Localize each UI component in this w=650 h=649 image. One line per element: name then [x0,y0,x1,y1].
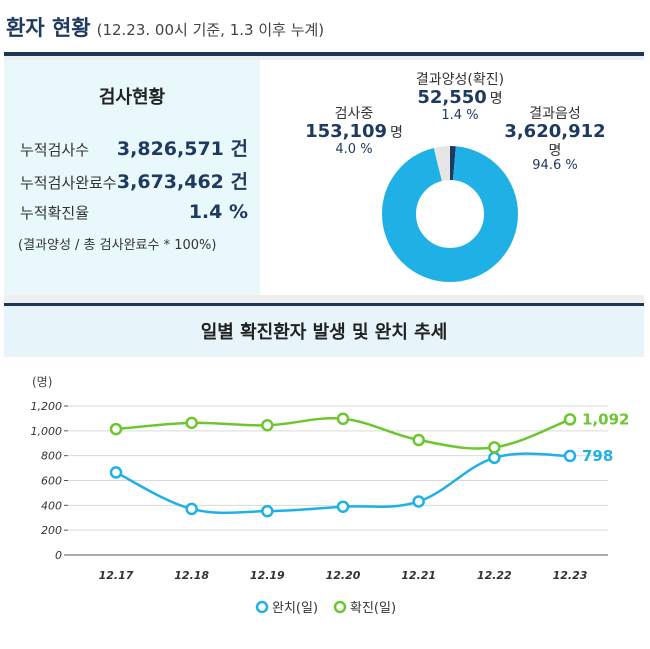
series-1-point-5 [488,441,501,454]
stat-value: 3,673,462 건 [116,171,248,193]
test-result-donut-chart [382,146,518,282]
stat-label: 누적확진율 [20,204,90,222]
series-0-point-2 [261,504,274,518]
series-1-point-6 [563,413,577,426]
donut-label-unit: 명 [489,91,503,108]
donut-label-pending: 검사중 153,109 명 4.0 % [302,106,406,158]
legend-marker-1 [333,600,347,614]
series-0-end-label: 798 [582,447,613,465]
series-1-end-label: 1,092 [582,410,629,428]
page-header: 환자 현황 (12.23. 00시 기준, 1.3 이후 누계) [6,12,324,40]
test-status-panel [4,60,260,295]
donut-label-negative: 결과음성 3,620,912 명 94.6 % [500,106,610,174]
legend-label-1: 확진(일) [350,601,396,616]
series-1-point-3 [336,412,350,426]
donut-label-value: 52,550 [417,87,487,109]
series-0-point-0 [109,466,123,479]
daily-trend-line-chart: (명) 0 200 400 600 800 1,000 1,200 12.17 12.18 12.1… [31,375,630,616]
y-axis-unit-label: (명) [32,375,52,389]
trend-chart-title: 일별 확진환자 발생 및 완치 추세 [200,322,448,343]
y-tick-label: 400 [41,499,62,512]
x-tick-label: 12.20 [326,569,361,582]
legend-marker-0 [255,600,269,614]
positive-rate-formula-note: (결과양성 / 총 검사완료수 * 100%) [18,238,217,253]
series-1-point-4 [412,433,425,447]
stat-value: 1.4 % [188,201,248,223]
donut-slice-2 [382,146,518,282]
stat-row-positive-rate: 누적확진율 1.4 % [20,201,248,223]
y-tick-label: 200 [41,524,62,537]
y-tick-label: 1,200 [31,400,63,413]
series-0-point-6 [563,449,577,463]
stat-label: 누적검사완료수 [20,174,117,192]
page-subtitle: (12.23. 00시 기준, 1.3 이후 누계) [96,21,325,39]
stat-value: 3,826,571 건 [116,138,248,160]
stat-row-completed-tests: 누적검사완료수 3,673,462 건 [20,167,248,194]
y-tick-label: 800 [41,450,62,463]
x-tick-label: 12.18 [174,569,209,582]
donut-label-value: 153,109 [305,121,388,143]
stat-row-total-tests: 누적검사수 3,826,571 건 [20,134,248,161]
series-1-point-0 [109,422,123,436]
donut-label-value: 3,620,912 [504,121,606,143]
donut-label-unit: 명 [390,125,403,142]
x-tick-label: 12.23 [553,569,588,582]
donut-label-percent: 1.4 % [441,107,479,123]
donut-label-name: 결과양성(확진) [415,72,505,88]
series-0-point-5 [488,451,501,465]
y-tick-label: 0 [55,549,62,562]
series-1-point-2 [261,418,274,432]
test-status-title: 검사현황 [98,87,166,108]
header-divider [4,52,644,56]
x-tick-label: 12.22 [477,569,512,582]
page-title: 환자 현황 [6,16,91,40]
stat-label: 누적검사수 [20,141,90,159]
y-tick-label: 1,000 [31,425,63,438]
y-tick-label: 600 [41,475,62,488]
donut-label-name: 검사중 [334,106,374,122]
x-tick-label: 12.17 [99,569,134,582]
series-0-point-1 [185,502,198,516]
legend-label-0: 완치(일) [272,601,318,616]
donut-label-percent: 94.6 % [532,157,578,173]
x-tick-label: 12.19 [250,569,285,582]
donut-label-percent: 4.0 % [335,141,373,157]
series-0-point-3 [336,500,350,513]
donut-label-name: 결과음성 [529,106,581,122]
series-0-point-4 [412,495,425,508]
x-tick-label: 12.21 [401,569,436,582]
series-1-point-1 [185,416,198,430]
donut-label-positive: 결과양성(확진) 52,550 명 1.4 % [408,72,512,124]
donut-slice-1 [382,146,518,282]
donut-label-unit: 명 [548,142,562,159]
trend-chart-header: 일별 확진환자 발생 및 완치 추세 [4,303,644,357]
